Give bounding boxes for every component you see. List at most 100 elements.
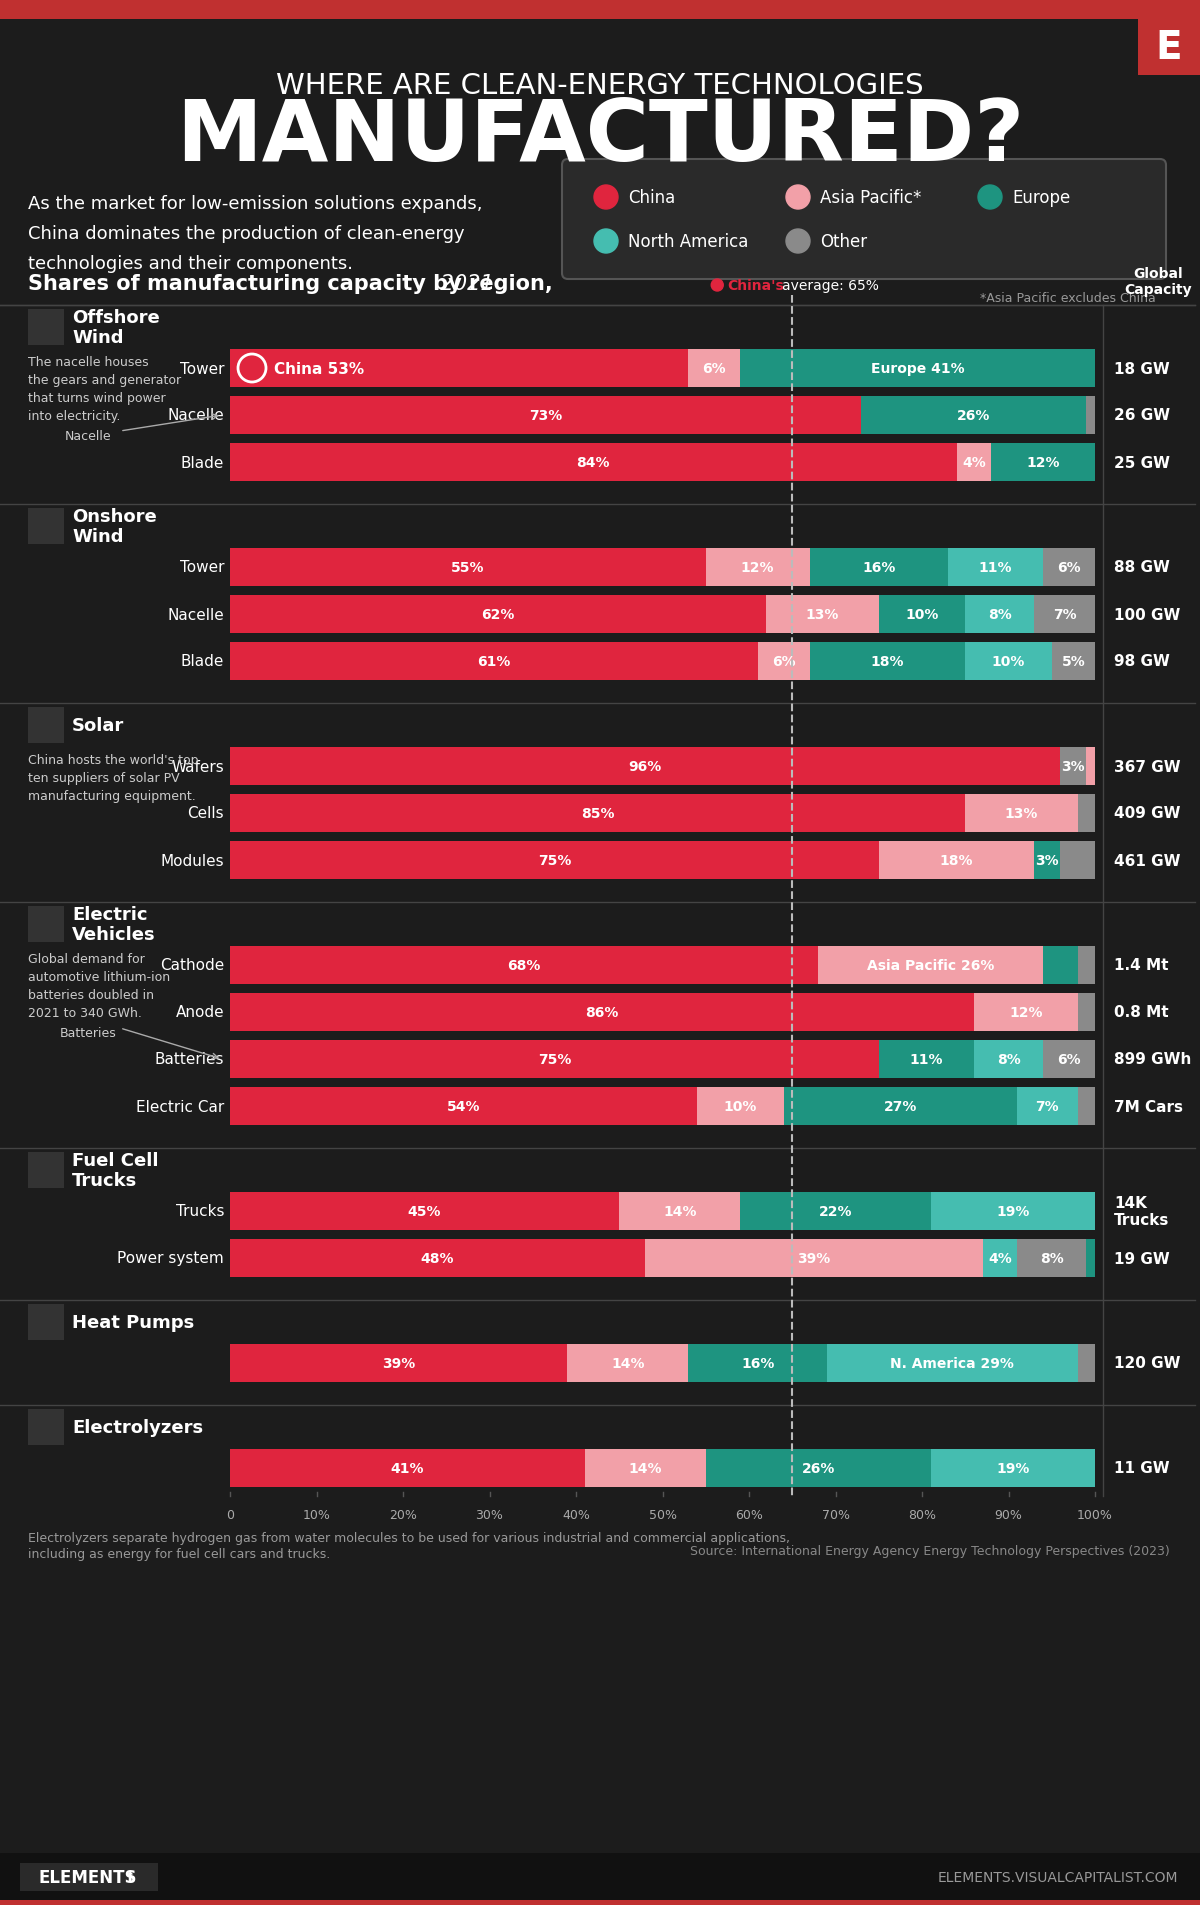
Bar bbox=[568, 1345, 689, 1383]
Bar bbox=[619, 1193, 740, 1231]
Bar bbox=[965, 794, 1078, 832]
Text: Tower: Tower bbox=[180, 362, 224, 377]
Text: Cells: Cells bbox=[187, 806, 224, 821]
Text: 61%: 61% bbox=[478, 655, 510, 669]
Text: Europe: Europe bbox=[1012, 189, 1070, 208]
Text: Asia Pacific 26%: Asia Pacific 26% bbox=[866, 958, 995, 972]
Text: Batteries: Batteries bbox=[60, 1027, 116, 1040]
Bar bbox=[1034, 596, 1096, 634]
Text: Blade: Blade bbox=[181, 455, 224, 471]
Text: the gears and generator: the gears and generator bbox=[28, 373, 181, 387]
Text: 2021 to 340 GWh.: 2021 to 340 GWh. bbox=[28, 1006, 142, 1019]
Text: 18%: 18% bbox=[940, 853, 973, 867]
Text: 55%: 55% bbox=[451, 560, 485, 575]
Text: 14%: 14% bbox=[629, 1461, 662, 1474]
Text: 10%: 10% bbox=[992, 655, 1025, 669]
Text: ELEMENTS.VISUALCAPITALIST.COM: ELEMENTS.VISUALCAPITALIST.COM bbox=[937, 1871, 1178, 1884]
Circle shape bbox=[712, 280, 724, 291]
Text: 45%: 45% bbox=[408, 1204, 442, 1219]
Bar bbox=[931, 1450, 1096, 1488]
Bar bbox=[230, 351, 689, 389]
Bar bbox=[1034, 842, 1061, 880]
Bar bbox=[1018, 1240, 1086, 1278]
Text: 6%: 6% bbox=[772, 655, 796, 669]
Bar bbox=[20, 1863, 158, 1892]
Text: Trucks: Trucks bbox=[175, 1204, 224, 1219]
Bar bbox=[862, 396, 1086, 434]
Text: 10%: 10% bbox=[724, 1099, 757, 1113]
Bar bbox=[983, 1240, 1018, 1278]
Bar bbox=[740, 351, 1096, 389]
Text: manufacturing equipment.: manufacturing equipment. bbox=[28, 789, 196, 802]
Text: 16%: 16% bbox=[740, 1356, 774, 1370]
Bar bbox=[1086, 1240, 1096, 1278]
Text: Wafers: Wafers bbox=[172, 758, 224, 773]
Text: 12%: 12% bbox=[740, 560, 774, 575]
Bar bbox=[1043, 549, 1096, 587]
Circle shape bbox=[786, 187, 810, 210]
Bar bbox=[584, 1450, 706, 1488]
Bar bbox=[1043, 947, 1078, 985]
Text: 3%: 3% bbox=[1036, 853, 1060, 867]
Bar bbox=[827, 1345, 1078, 1383]
Bar bbox=[230, 1345, 568, 1383]
Bar bbox=[230, 549, 706, 587]
Text: Other: Other bbox=[820, 232, 868, 251]
Text: 7M Cars: 7M Cars bbox=[1114, 1099, 1183, 1114]
Text: Tower: Tower bbox=[180, 560, 224, 575]
Text: Nacelle: Nacelle bbox=[167, 608, 224, 623]
Text: 26%: 26% bbox=[958, 410, 990, 423]
Bar bbox=[697, 1088, 784, 1126]
Bar bbox=[230, 642, 757, 680]
Text: 367 GW: 367 GW bbox=[1114, 758, 1181, 773]
Text: 11 GW: 11 GW bbox=[1114, 1461, 1170, 1476]
Bar bbox=[230, 1450, 584, 1488]
Bar bbox=[1086, 396, 1096, 434]
Bar bbox=[810, 549, 948, 587]
Bar bbox=[689, 1345, 827, 1383]
Bar bbox=[965, 596, 1034, 634]
Bar bbox=[28, 907, 64, 943]
Text: 75%: 75% bbox=[538, 1052, 571, 1067]
Text: Electric
Vehicles: Electric Vehicles bbox=[72, 905, 156, 943]
Bar bbox=[948, 549, 1043, 587]
Text: 25 GW: 25 GW bbox=[1114, 455, 1170, 471]
Text: that turns wind power: that turns wind power bbox=[28, 392, 166, 404]
Bar bbox=[689, 351, 740, 389]
Text: North America: North America bbox=[628, 232, 749, 251]
Text: Fuel Cell
Trucks: Fuel Cell Trucks bbox=[72, 1151, 158, 1191]
Bar bbox=[974, 994, 1078, 1031]
Text: 75%: 75% bbox=[538, 853, 571, 867]
Text: 19%: 19% bbox=[996, 1204, 1030, 1219]
Text: including as energy for fuel cell cars and trucks.: including as energy for fuel cell cars a… bbox=[28, 1547, 330, 1560]
Text: 19%: 19% bbox=[996, 1461, 1030, 1474]
Bar bbox=[818, 947, 1043, 985]
Bar bbox=[230, 794, 965, 832]
Text: 7%: 7% bbox=[1036, 1099, 1060, 1113]
Text: 100 GW: 100 GW bbox=[1114, 608, 1181, 623]
Text: China's: China's bbox=[727, 278, 784, 293]
Text: Nacelle: Nacelle bbox=[65, 431, 112, 442]
Bar bbox=[1078, 794, 1096, 832]
Text: average: 65%: average: 65% bbox=[782, 278, 880, 293]
Bar bbox=[230, 842, 878, 880]
Bar bbox=[1043, 1040, 1096, 1078]
Text: 84%: 84% bbox=[576, 455, 610, 471]
Text: China dominates the production of clean-energy: China dominates the production of clean-… bbox=[28, 225, 464, 242]
Text: Modules: Modules bbox=[161, 853, 224, 869]
Bar bbox=[1138, 19, 1200, 76]
Text: 30%: 30% bbox=[475, 1509, 504, 1522]
Text: 13%: 13% bbox=[806, 608, 839, 621]
Text: 8%: 8% bbox=[988, 608, 1012, 621]
Text: 90%: 90% bbox=[995, 1509, 1022, 1522]
Text: Offshore
Wind: Offshore Wind bbox=[72, 309, 160, 347]
Bar bbox=[230, 994, 974, 1031]
Text: ELEMENTS: ELEMENTS bbox=[38, 1869, 137, 1886]
Bar bbox=[1078, 947, 1096, 985]
Text: China 53%: China 53% bbox=[274, 362, 364, 377]
Text: Blade: Blade bbox=[181, 653, 224, 669]
Bar bbox=[767, 596, 878, 634]
Text: 5%: 5% bbox=[1062, 655, 1085, 669]
Text: Cathode: Cathode bbox=[160, 958, 224, 973]
Text: 14%: 14% bbox=[611, 1356, 644, 1370]
